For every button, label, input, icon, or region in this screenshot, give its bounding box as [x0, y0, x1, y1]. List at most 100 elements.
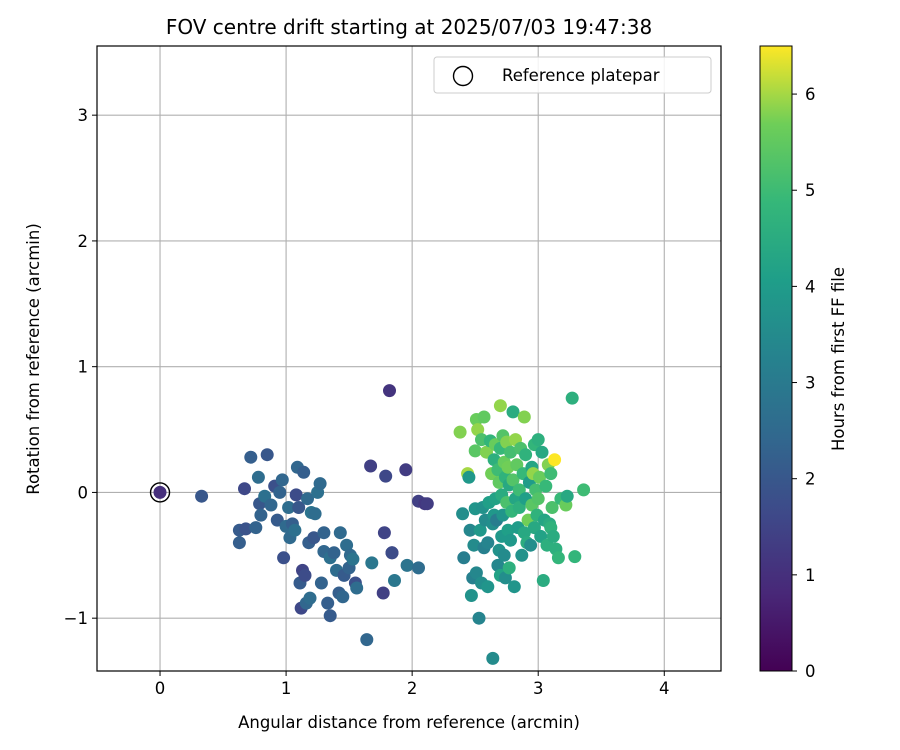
scatter-point — [560, 489, 574, 503]
scatter-point — [477, 410, 491, 424]
colorbar: 0 1 2 3 4 5 6 Hours from first FF file — [759, 45, 848, 681]
scatter-point — [487, 453, 501, 467]
scatter-point — [321, 596, 335, 610]
plot-frame — [96, 45, 722, 672]
scatter-point — [277, 551, 291, 565]
scatter-point — [239, 522, 253, 536]
colorbar-tick-label: 3 — [805, 374, 816, 393]
reference-marker — [149, 482, 171, 503]
scatter-point — [506, 473, 520, 487]
scatter-point — [535, 445, 549, 459]
scatter-point — [238, 482, 251, 496]
scatter-point — [473, 523, 487, 537]
x-tick-label: 4 — [659, 679, 670, 698]
scatter-point — [303, 591, 317, 605]
scatter-point — [251, 470, 265, 484]
legend-entry: Reference platepar — [502, 66, 660, 85]
grid-lines — [97, 46, 721, 671]
scatter-point — [360, 633, 374, 647]
scatter-point — [568, 550, 582, 564]
scatter-point — [481, 536, 495, 550]
scatter-point — [346, 552, 360, 566]
scatter-point — [519, 448, 533, 462]
scatter-point — [289, 488, 303, 502]
scatter-point — [340, 538, 354, 552]
scatter-point — [275, 473, 289, 487]
y-axis-ticks: −1 0 1 2 3 — [64, 106, 97, 628]
scatter-point — [493, 399, 507, 413]
scatter-point — [469, 566, 483, 580]
x-tick-label: 0 — [155, 679, 166, 698]
scatter-point — [497, 548, 511, 562]
x-tick-label: 1 — [281, 679, 292, 698]
scatter-point — [377, 526, 391, 540]
legend-marker — [452, 65, 474, 87]
scatter-point — [232, 536, 246, 550]
scatter-point — [376, 586, 390, 600]
scatter-point — [383, 384, 396, 398]
scatter-point — [463, 523, 477, 537]
scatter-point — [468, 444, 482, 458]
scatter-point — [524, 538, 538, 552]
scatter-point — [301, 492, 314, 506]
scatter-point — [364, 459, 378, 473]
chart-title: FOV centre drift starting at 2025/07/03 … — [166, 15, 652, 39]
scatter-point — [544, 467, 558, 481]
y-tick-label: 3 — [78, 106, 89, 125]
colorbar-tick-label: 1 — [805, 566, 816, 585]
scatter-point — [467, 538, 481, 552]
scatter-point — [273, 485, 287, 499]
scatter-point — [350, 581, 364, 595]
y-tick-label: 2 — [78, 232, 89, 251]
scatter-point — [249, 521, 263, 535]
x-axis-ticks: 0 1 2 3 4 — [155, 671, 670, 698]
scatter-point — [456, 507, 470, 521]
scatter-point — [327, 546, 341, 560]
scatter-point — [453, 425, 467, 439]
colorbar-gradient — [759, 45, 793, 672]
scatter-point — [498, 571, 512, 585]
scatter-point — [545, 501, 559, 514]
colorbar-tick-label: 2 — [805, 470, 816, 489]
scatter-point — [491, 558, 505, 572]
scatter-point — [464, 589, 478, 602]
legend: Reference platepar — [433, 56, 712, 94]
scatter-point — [400, 558, 414, 572]
scatter-point — [385, 546, 399, 560]
reference-point-marker — [149, 482, 171, 503]
x-tick-label: 3 — [533, 679, 544, 698]
scatter-point — [420, 497, 434, 511]
scatter-point — [539, 479, 553, 493]
scatter-point — [260, 448, 274, 462]
scatter-point — [565, 391, 579, 405]
data-points — [153, 384, 591, 665]
scatter-point — [323, 609, 337, 623]
scatter-point — [462, 470, 476, 484]
scatter-point — [313, 477, 327, 491]
scatter-point — [244, 450, 258, 464]
scatter-point — [412, 561, 425, 575]
scatter-point — [388, 574, 401, 587]
scatter-point — [314, 576, 328, 590]
scatter-point — [501, 523, 515, 537]
scatter-point — [546, 529, 560, 543]
scatter-point — [504, 445, 517, 459]
y-axis-label: Rotation from reference (arcmin) — [24, 223, 43, 495]
scatter-point — [481, 580, 495, 594]
scatter-point — [195, 489, 209, 503]
scatter-point — [297, 465, 311, 479]
colorbar-tick-label: 4 — [805, 277, 816, 296]
x-tick-label: 2 — [407, 679, 418, 698]
colorbar-tick-label: 6 — [805, 85, 816, 104]
scatter-point — [264, 498, 278, 512]
scatter-point — [551, 551, 565, 565]
scatter-point — [471, 423, 485, 437]
scatter-point — [515, 548, 529, 562]
scatter-point — [504, 533, 517, 547]
scatter-point — [472, 611, 486, 625]
scatter-point — [292, 501, 306, 514]
scatter-point — [317, 526, 331, 540]
scatter-point — [282, 501, 296, 514]
scatter-point — [506, 405, 520, 419]
